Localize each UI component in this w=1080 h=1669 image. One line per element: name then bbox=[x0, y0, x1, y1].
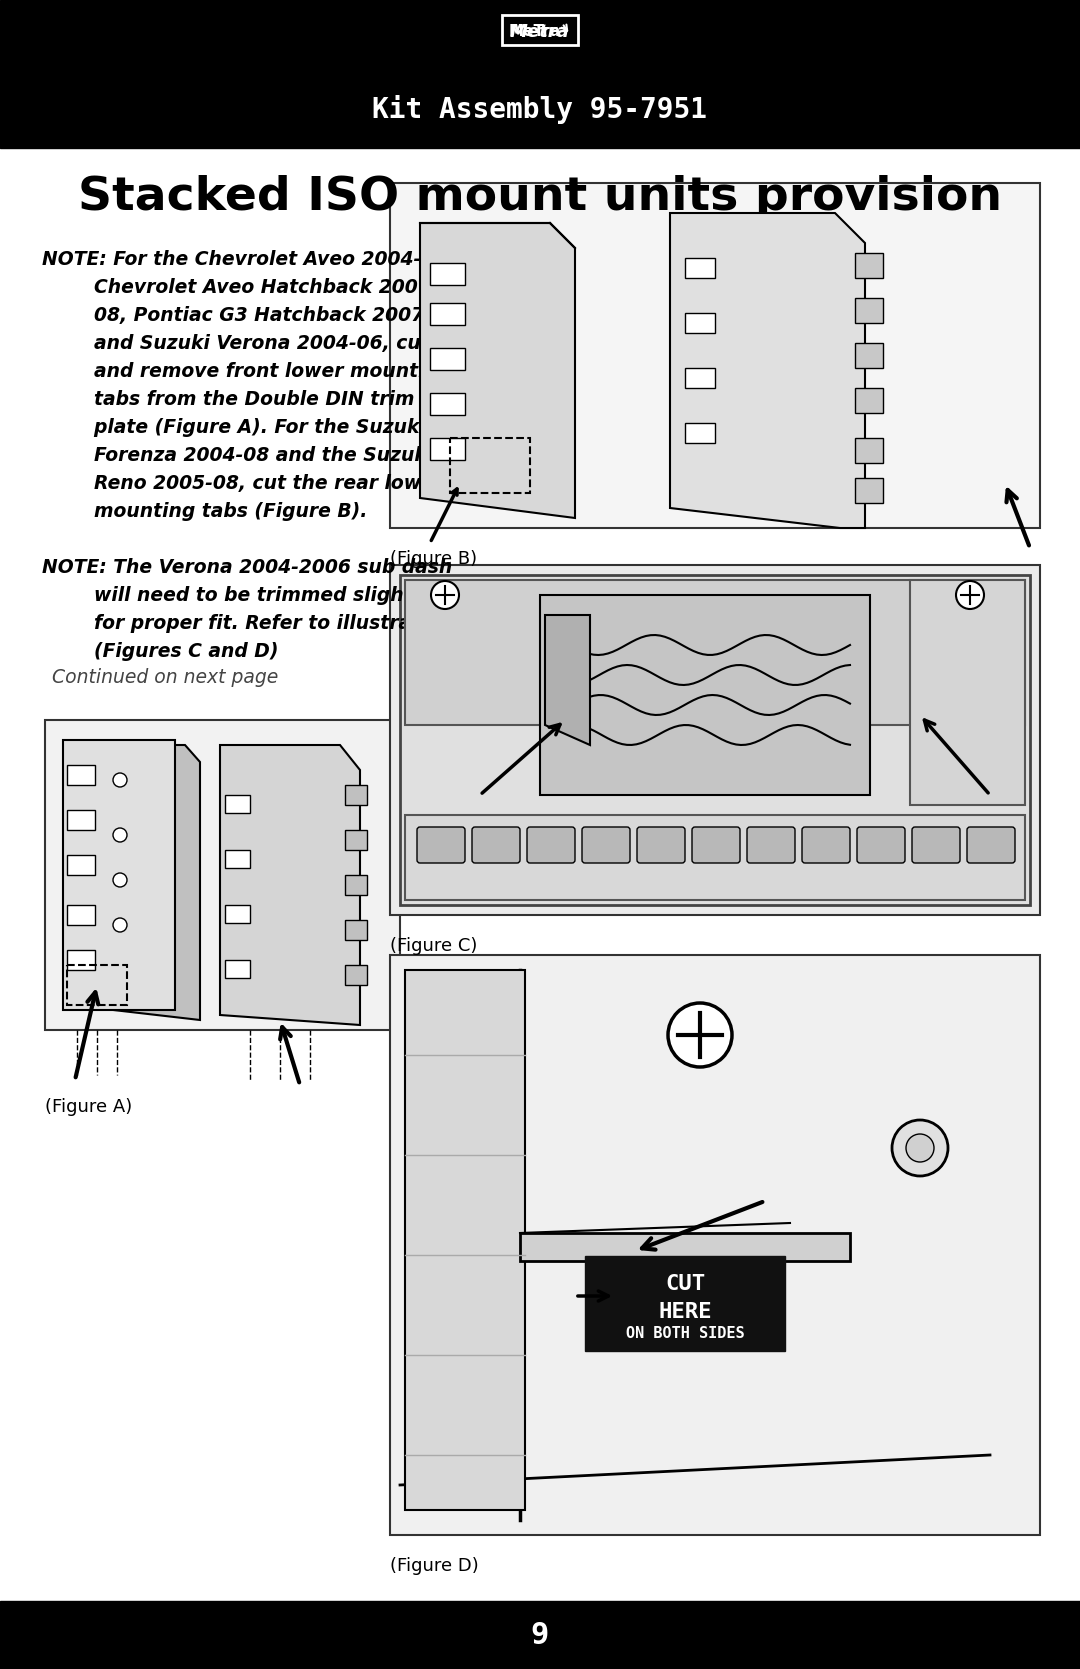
Text: Metra: Metra bbox=[510, 23, 570, 42]
Bar bbox=[855, 437, 883, 462]
Circle shape bbox=[669, 1003, 732, 1066]
Polygon shape bbox=[70, 744, 200, 1020]
Circle shape bbox=[113, 873, 127, 886]
Polygon shape bbox=[545, 614, 590, 744]
Bar bbox=[67, 855, 95, 875]
FancyBboxPatch shape bbox=[527, 828, 575, 863]
Bar bbox=[855, 299, 883, 324]
Bar bbox=[345, 965, 367, 985]
Text: (Figure D): (Figure D) bbox=[390, 1557, 478, 1576]
Bar bbox=[390, 955, 1040, 1535]
FancyBboxPatch shape bbox=[802, 828, 850, 863]
Circle shape bbox=[113, 828, 127, 841]
Bar bbox=[405, 970, 525, 1510]
FancyBboxPatch shape bbox=[637, 828, 685, 863]
Bar bbox=[67, 950, 95, 970]
Polygon shape bbox=[63, 739, 175, 1010]
Bar bbox=[67, 905, 95, 925]
Bar bbox=[540, 596, 870, 794]
Bar bbox=[430, 437, 465, 461]
Bar bbox=[430, 264, 465, 285]
FancyBboxPatch shape bbox=[417, 828, 465, 863]
Bar bbox=[855, 254, 883, 279]
Text: 9: 9 bbox=[530, 1621, 550, 1649]
Bar bbox=[225, 850, 249, 868]
Bar bbox=[0, 0, 1080, 149]
Polygon shape bbox=[670, 214, 865, 527]
Circle shape bbox=[113, 918, 127, 931]
Bar bbox=[450, 437, 530, 492]
Text: tabs from the Double DIN trim: tabs from the Double DIN trim bbox=[42, 391, 415, 409]
Text: Chevrolet Aveo Hatchback 2007-: Chevrolet Aveo Hatchback 2007- bbox=[42, 279, 438, 297]
Bar bbox=[430, 392, 465, 416]
Bar bbox=[345, 784, 367, 804]
Text: NOTE: The Verona 2004-2006 sub dash: NOTE: The Verona 2004-2006 sub dash bbox=[42, 557, 453, 577]
Bar bbox=[400, 576, 1030, 905]
Text: HERE: HERE bbox=[658, 1302, 712, 1322]
FancyBboxPatch shape bbox=[582, 828, 630, 863]
Bar bbox=[67, 764, 95, 784]
FancyBboxPatch shape bbox=[692, 828, 740, 863]
Bar bbox=[685, 367, 715, 387]
Text: MeTra: MeTra bbox=[509, 23, 562, 38]
Text: Reno 2005-08, cut the rear lower: Reno 2005-08, cut the rear lower bbox=[42, 474, 443, 492]
Bar bbox=[67, 809, 95, 829]
Bar bbox=[519, 1233, 850, 1262]
Text: mounting tabs (Figure B).: mounting tabs (Figure B). bbox=[42, 502, 367, 521]
Circle shape bbox=[892, 1120, 948, 1177]
Bar bbox=[225, 960, 249, 978]
Circle shape bbox=[431, 581, 459, 609]
Bar bbox=[430, 304, 465, 325]
Circle shape bbox=[956, 581, 984, 609]
FancyBboxPatch shape bbox=[912, 828, 960, 863]
Text: Stacked ISO mount units provision: Stacked ISO mount units provision bbox=[78, 175, 1002, 220]
Bar bbox=[225, 794, 249, 813]
Bar bbox=[0, 1601, 1080, 1669]
Bar bbox=[345, 829, 367, 850]
Bar bbox=[405, 814, 1025, 900]
FancyBboxPatch shape bbox=[858, 828, 905, 863]
Circle shape bbox=[906, 1133, 934, 1162]
Text: and remove front lower mounting: and remove front lower mounting bbox=[42, 362, 451, 381]
FancyBboxPatch shape bbox=[502, 15, 578, 45]
Text: CUT: CUT bbox=[665, 1273, 705, 1293]
Text: (Figure C): (Figure C) bbox=[390, 936, 477, 955]
Text: and Suzuki Verona 2004-06, cut: and Suzuki Verona 2004-06, cut bbox=[42, 334, 430, 354]
Polygon shape bbox=[220, 744, 360, 1025]
Text: Continued on next page: Continued on next page bbox=[52, 668, 279, 688]
Text: NOTE: For the Chevrolet Aveo 2004-06,: NOTE: For the Chevrolet Aveo 2004-06, bbox=[42, 250, 455, 269]
Bar bbox=[67, 965, 127, 1005]
Bar bbox=[225, 905, 249, 923]
Text: will need to be trimmed slightly: will need to be trimmed slightly bbox=[42, 586, 431, 604]
FancyBboxPatch shape bbox=[472, 828, 519, 863]
Text: Forenza 2004-08 and the Suzuki: Forenza 2004-08 and the Suzuki bbox=[42, 446, 433, 466]
Bar bbox=[390, 566, 1040, 915]
Bar bbox=[345, 875, 367, 895]
Text: (Figures C and D): (Figures C and D) bbox=[42, 643, 279, 661]
Circle shape bbox=[113, 773, 127, 788]
Bar bbox=[685, 259, 715, 279]
Bar bbox=[685, 314, 715, 334]
FancyBboxPatch shape bbox=[747, 828, 795, 863]
Bar bbox=[855, 387, 883, 412]
Text: ON BOTH SIDES: ON BOTH SIDES bbox=[625, 1325, 744, 1340]
Bar bbox=[45, 719, 400, 1030]
Bar bbox=[430, 349, 465, 371]
Text: plate (Figure A). For the Suzuki: plate (Figure A). For the Suzuki bbox=[42, 417, 426, 437]
Text: Kit Assembly 95-7951: Kit Assembly 95-7951 bbox=[373, 95, 707, 125]
Text: 08, Pontiac G3 Hatchback 2007: 08, Pontiac G3 Hatchback 2007 bbox=[42, 305, 424, 325]
Polygon shape bbox=[420, 224, 575, 517]
Text: (Figure B): (Figure B) bbox=[390, 551, 477, 567]
Bar bbox=[685, 422, 715, 442]
Bar bbox=[585, 1257, 785, 1350]
Bar bbox=[405, 581, 1025, 724]
Bar bbox=[855, 344, 883, 367]
Text: for proper fit. Refer to illustration.: for proper fit. Refer to illustration. bbox=[42, 614, 460, 633]
Bar bbox=[345, 920, 367, 940]
Bar bbox=[390, 184, 1040, 527]
Bar bbox=[855, 477, 883, 502]
Bar bbox=[910, 581, 1025, 804]
FancyBboxPatch shape bbox=[967, 828, 1015, 863]
Text: (Figure A): (Figure A) bbox=[45, 1098, 132, 1117]
